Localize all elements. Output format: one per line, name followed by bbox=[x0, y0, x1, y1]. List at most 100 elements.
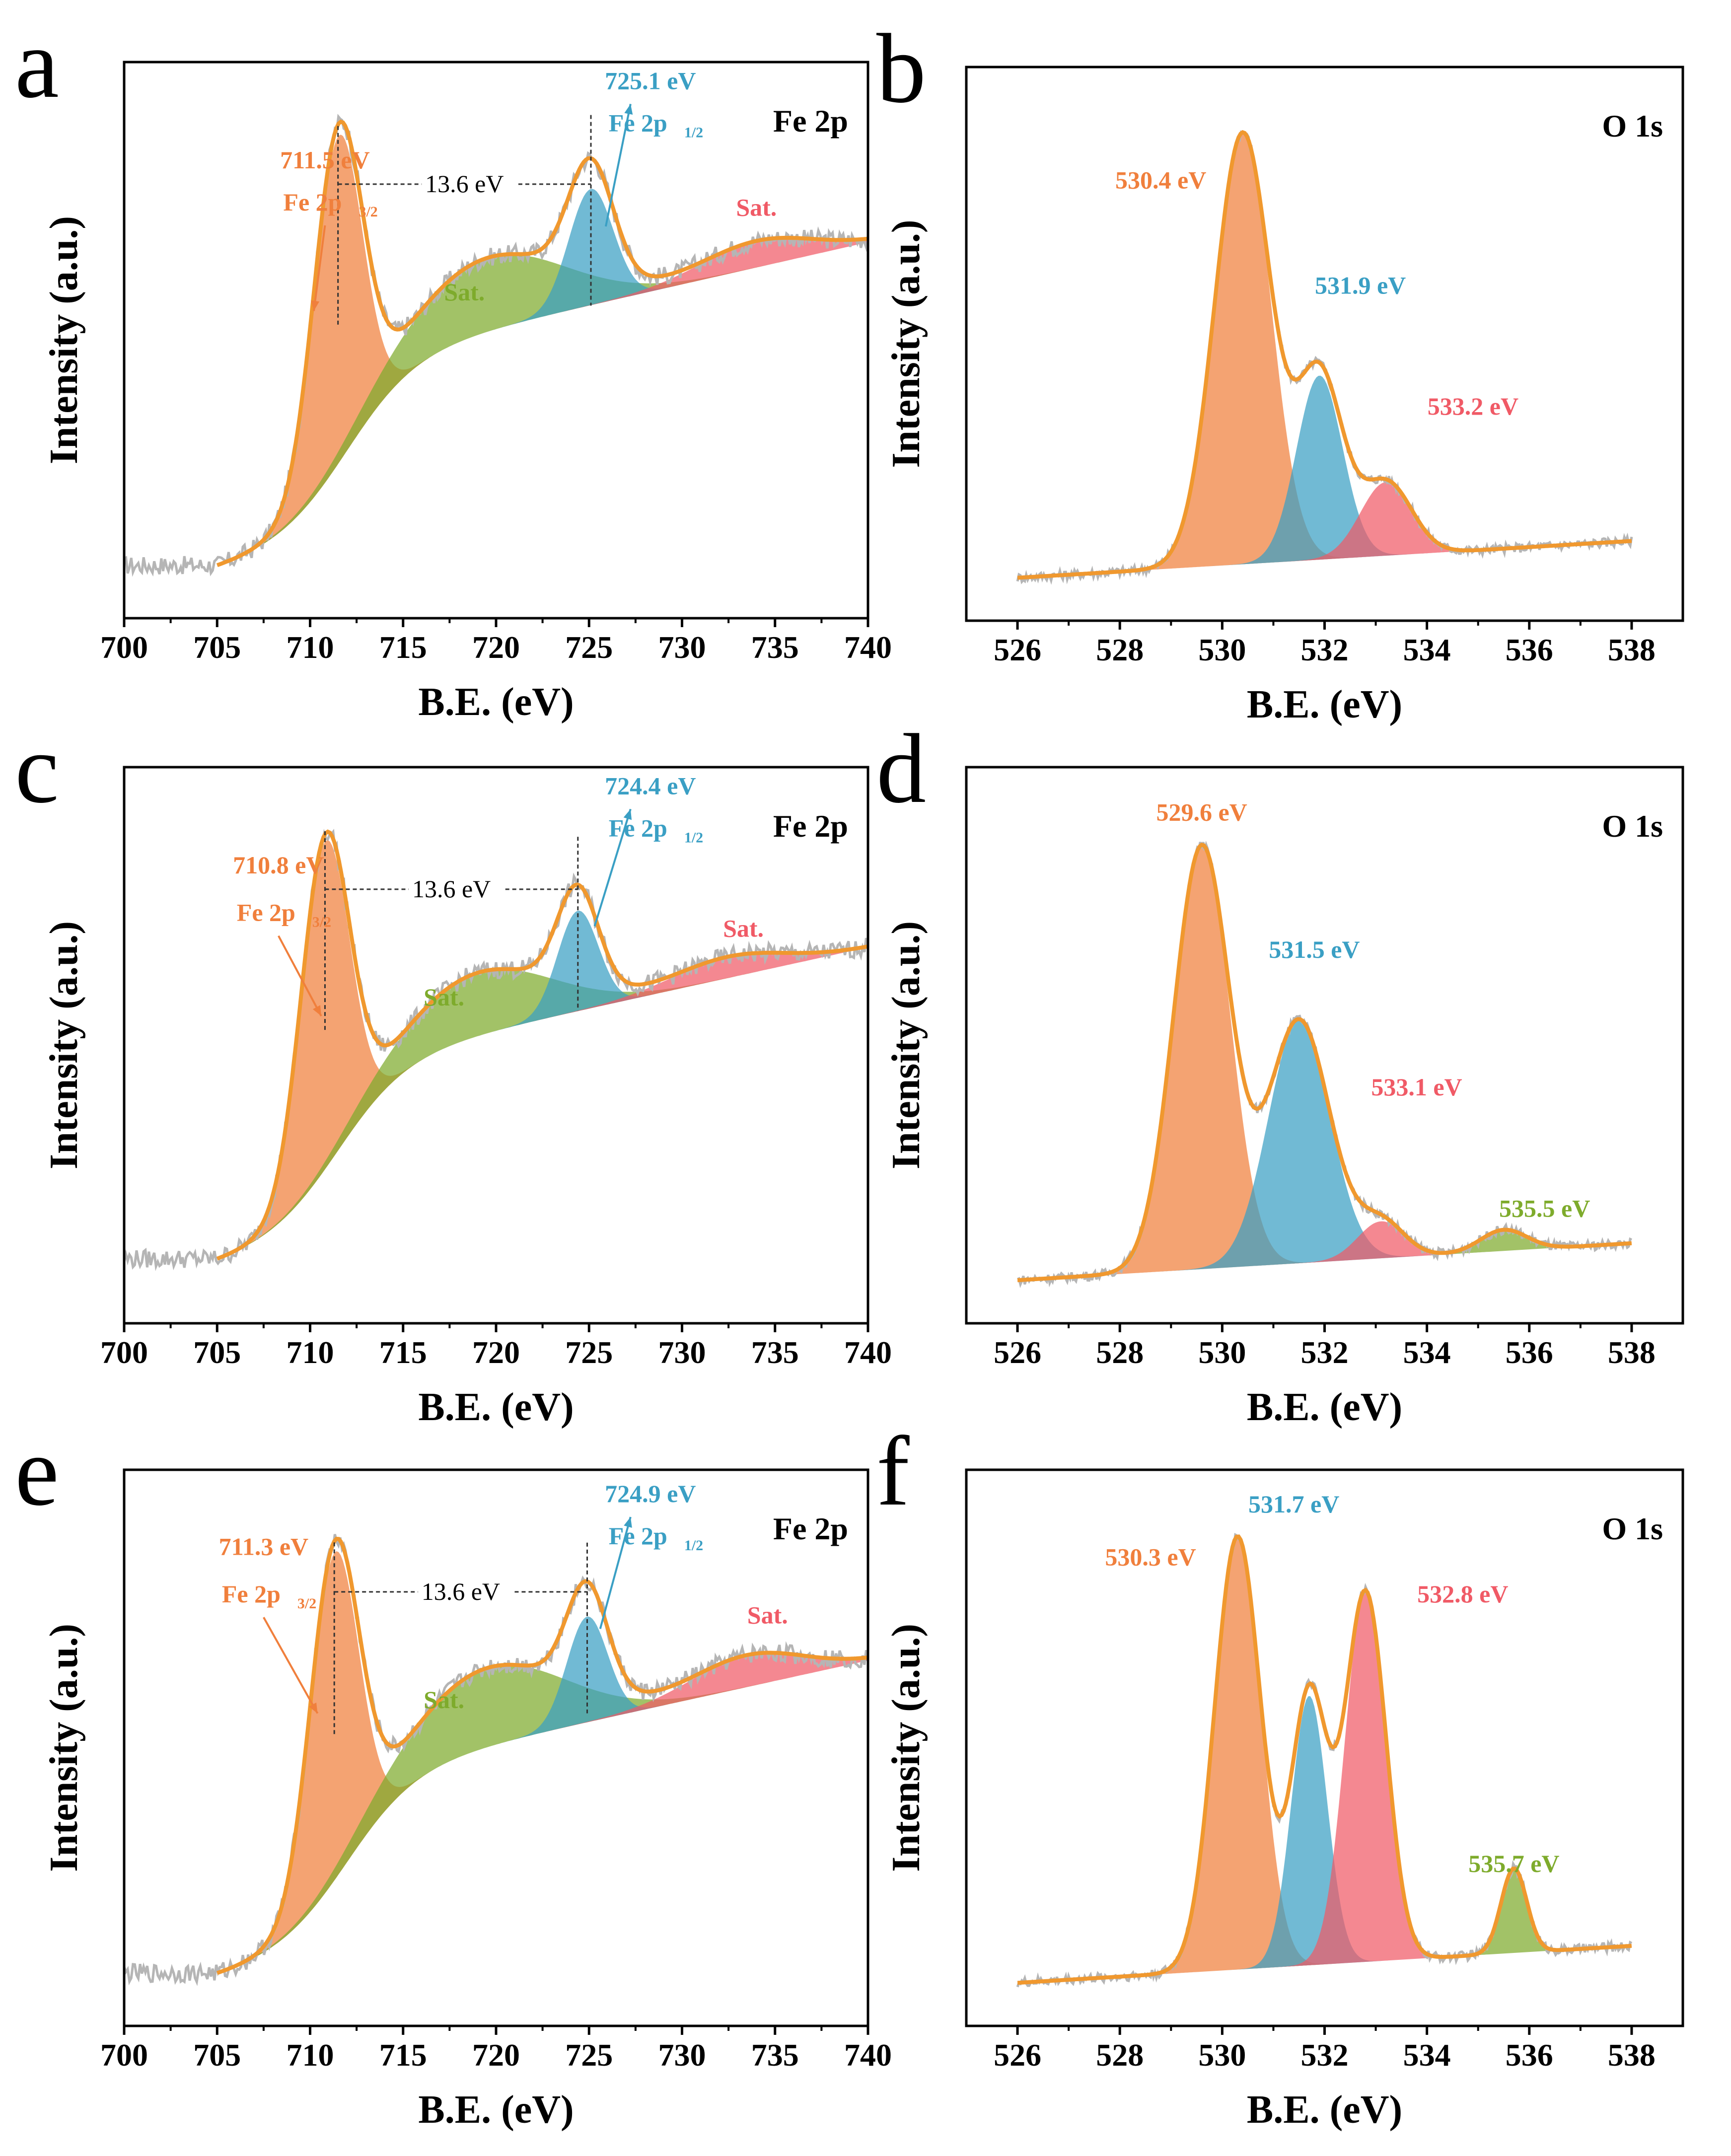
x-tick-label: 528 bbox=[1096, 632, 1144, 667]
peak-name-subscript: 1/2 bbox=[684, 829, 703, 846]
spin-orbit-splitting-label: 13.6 eV bbox=[425, 170, 504, 198]
panel-letter: a bbox=[15, 9, 59, 119]
peak-label: Sat. bbox=[723, 915, 764, 942]
peak-label: 533.1 eV bbox=[1371, 1073, 1462, 1101]
label-arrow bbox=[278, 935, 322, 1017]
x-tick-label: 710 bbox=[287, 2037, 334, 2073]
x-tick-label: 715 bbox=[379, 630, 427, 665]
y-axis-title: Intensity (a.u.) bbox=[884, 921, 928, 1169]
peak-name-subscript: 1/2 bbox=[684, 124, 703, 141]
peak-label: 531.7 eV bbox=[1248, 1490, 1339, 1518]
x-tick-label: 536 bbox=[1506, 2037, 1553, 2073]
x-tick-label: 740 bbox=[844, 2037, 892, 2073]
x-tick-label: 725 bbox=[565, 1335, 613, 1370]
x-tick-label: 735 bbox=[751, 2037, 799, 2073]
fit-peak-1 bbox=[217, 135, 868, 566]
x-tick-label: 715 bbox=[379, 2037, 427, 2073]
panel-title: O 1s bbox=[1602, 1511, 1663, 1546]
x-tick-label: 700 bbox=[100, 2037, 148, 2073]
peak-name-label: Fe 2p bbox=[237, 899, 295, 927]
label-arrow bbox=[313, 225, 326, 311]
label-arrow bbox=[604, 104, 632, 227]
peak-label: 710.8 eV bbox=[233, 851, 324, 879]
x-tick-label: 735 bbox=[751, 630, 799, 665]
panel-title: O 1s bbox=[1602, 808, 1663, 844]
x-tick-label: 536 bbox=[1506, 632, 1553, 667]
x-tick-label: 730 bbox=[658, 2037, 706, 2073]
x-tick-label: 705 bbox=[193, 1335, 241, 1370]
y-axis-title: Intensity (a.u.) bbox=[42, 216, 86, 464]
arrow-head bbox=[309, 1702, 318, 1714]
fit-envelope-line bbox=[1017, 130, 1632, 580]
peak-name-label: Fe 2p bbox=[222, 1580, 281, 1608]
panel-letter: f bbox=[876, 1417, 910, 1526]
peak-name-label: Fe 2p bbox=[609, 814, 667, 842]
spin-orbit-splitting-label: 13.6 eV bbox=[422, 1578, 500, 1605]
peak-label: Sat. bbox=[424, 983, 464, 1011]
y-axis-title: Intensity (a.u.) bbox=[884, 219, 928, 468]
x-tick-label: 735 bbox=[751, 1335, 799, 1370]
panel-title: Fe 2p bbox=[773, 103, 848, 139]
x-tick-label: 530 bbox=[1198, 632, 1246, 667]
peak-name-subscript: 1/2 bbox=[684, 1537, 703, 1554]
x-tick-label: 528 bbox=[1096, 1335, 1144, 1370]
x-tick-label: 720 bbox=[472, 630, 520, 665]
fit-peak-1 bbox=[1017, 846, 1632, 1281]
x-tick-label: 538 bbox=[1608, 632, 1656, 667]
peak-label: 531.5 eV bbox=[1269, 935, 1360, 963]
panel-letter: d bbox=[876, 714, 926, 824]
x-axis-title: B.E. (eV) bbox=[418, 1385, 574, 1429]
panel-letter: e bbox=[15, 1417, 59, 1526]
x-tick-label: 705 bbox=[193, 2037, 241, 2073]
arrow-head bbox=[312, 1005, 321, 1016]
fit-peak-3 bbox=[1017, 482, 1632, 578]
x-tick-label: 715 bbox=[379, 1335, 427, 1370]
peak-label: 531.9 eV bbox=[1315, 272, 1406, 299]
y-axis-title: Intensity (a.u.) bbox=[884, 1624, 928, 1872]
x-tick-label: 538 bbox=[1608, 1335, 1656, 1370]
peak-label: 532.8 eV bbox=[1417, 1580, 1508, 1608]
peak-name-label: Fe 2p bbox=[609, 109, 667, 137]
peak-label: Sat. bbox=[747, 1601, 788, 1629]
x-tick-label: 730 bbox=[658, 630, 706, 665]
arrow-head bbox=[624, 104, 633, 115]
label-arrow bbox=[593, 808, 632, 927]
x-axis-title: B.E. (eV) bbox=[418, 680, 574, 724]
peak-label: Sat. bbox=[424, 1686, 464, 1714]
raw-data-line bbox=[123, 829, 869, 1271]
arrow-head bbox=[311, 300, 320, 311]
peak-label: 724.4 eV bbox=[605, 772, 696, 799]
fit-peak-2 bbox=[1017, 375, 1632, 578]
chart-a: 13.6 eV 711.5 eV Fe 2p 3/2 Sat. 725.1 eV Fe 2p… bbox=[15, 9, 892, 724]
x-tick-label: 530 bbox=[1198, 1335, 1246, 1370]
label-arrow bbox=[599, 1516, 632, 1629]
fit-peak-1 bbox=[217, 1551, 868, 1973]
peak-name-subscript: 3/2 bbox=[312, 914, 331, 931]
peak-label: Sat. bbox=[736, 194, 777, 221]
x-tick-label: 730 bbox=[658, 1335, 706, 1370]
fit-envelope-line bbox=[1017, 843, 1632, 1283]
fit-peak-2 bbox=[1017, 1696, 1632, 1983]
arrow-head bbox=[624, 1517, 632, 1528]
peak-label: 711.3 eV bbox=[219, 1532, 309, 1560]
chart-c: 13.6 eV 710.8 eV Fe 2p 3/2 Sat. 724.4 eV Fe 2p… bbox=[15, 714, 892, 1429]
panel-title: Fe 2p bbox=[773, 808, 848, 844]
peak-name-subscript: 3/2 bbox=[297, 1595, 316, 1612]
peak-label: 535.7 eV bbox=[1468, 1850, 1559, 1877]
x-tick-label: 725 bbox=[565, 630, 613, 665]
peak-label: 724.9 eV bbox=[605, 1480, 696, 1508]
peak-label: 725.1 eV bbox=[605, 67, 696, 94]
spin-orbit-splitting-label: 13.6 eV bbox=[412, 875, 491, 903]
panel-title: Fe 2p bbox=[773, 1511, 848, 1546]
y-axis-title: Intensity (a.u.) bbox=[42, 1624, 86, 1872]
x-axis-title: B.E. (eV) bbox=[1247, 2088, 1402, 2132]
peak-name-subscript: 3/2 bbox=[359, 204, 377, 220]
x-axis-title: B.E. (eV) bbox=[1247, 1385, 1402, 1429]
x-tick-label: 526 bbox=[994, 1335, 1041, 1370]
peak-label: Sat. bbox=[444, 278, 485, 306]
x-tick-label: 710 bbox=[287, 1335, 334, 1370]
x-tick-label: 740 bbox=[844, 630, 892, 665]
x-axis-title: B.E. (eV) bbox=[1247, 683, 1402, 726]
x-tick-label: 526 bbox=[994, 632, 1041, 667]
